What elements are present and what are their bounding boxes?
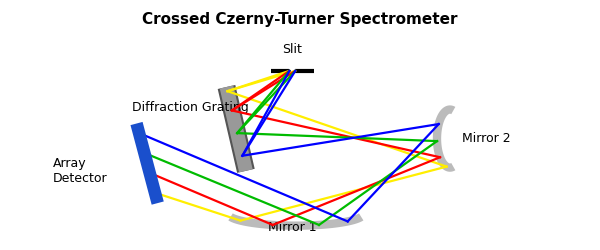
Text: Diffraction Grating: Diffraction Grating bbox=[133, 101, 249, 114]
Text: Mirror 1: Mirror 1 bbox=[268, 221, 317, 234]
Text: Mirror 2: Mirror 2 bbox=[462, 132, 511, 145]
Title: Crossed Czerny-Turner Spectrometer: Crossed Czerny-Turner Spectrometer bbox=[142, 12, 458, 28]
Text: Slit: Slit bbox=[283, 43, 302, 56]
Text: Array
Detector: Array Detector bbox=[53, 157, 107, 185]
